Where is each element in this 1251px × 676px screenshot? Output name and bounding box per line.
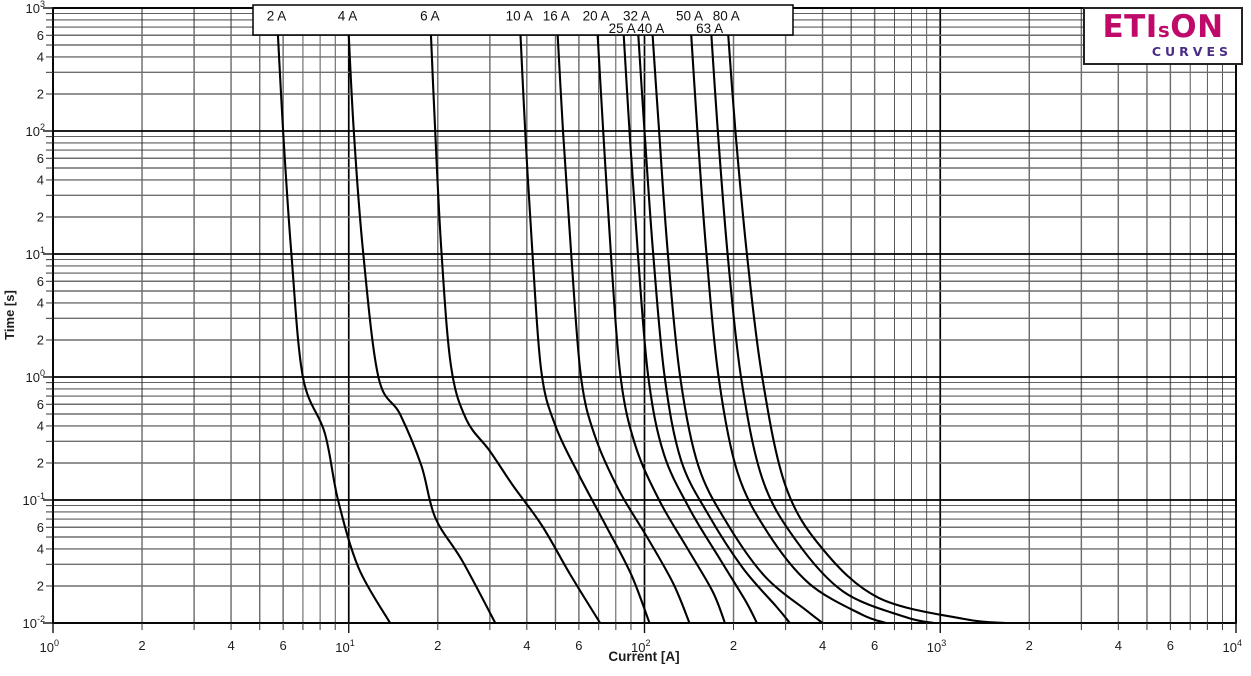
y-axis-tick-label: 6 <box>37 397 44 412</box>
y-axis-tick-label: 102 <box>26 122 45 139</box>
curve-40A <box>649 8 824 623</box>
x-axis-tick-label: 102 <box>631 638 650 655</box>
curve-10A <box>518 8 651 623</box>
x-axis-tick-label: 103 <box>927 638 946 655</box>
x-axis-tick-label: 4 <box>227 638 234 653</box>
curve-label-20A: 20 A <box>583 9 610 24</box>
y-axis-tick-label: 10-2 <box>23 614 45 631</box>
curve-label-16A: 16 A <box>543 9 570 24</box>
y-axis-tick-label: 2 <box>37 86 44 101</box>
curve-6A <box>428 8 602 623</box>
axis-ticks <box>43 7 1237 633</box>
y-axis-tick-label: 2 <box>37 455 44 470</box>
etison-logo: ETIsON CURVES <box>1083 7 1243 65</box>
x-axis-tick-label: 6 <box>1167 638 1174 653</box>
x-axis-tick-label: 6 <box>871 638 878 653</box>
y-axis-tick-label: 6 <box>37 520 44 535</box>
x-axis-tick-label: 2 <box>138 638 145 653</box>
curve-label-50A: 50 A <box>676 9 703 24</box>
y-axis-tick-label: 4 <box>37 172 44 187</box>
x-axis-title: Current [A] <box>608 649 680 664</box>
curve-label-32A: 32 A <box>623 9 650 24</box>
curve-label-4A: 4 A <box>338 9 358 24</box>
y-axis-title: Time [s] <box>2 290 17 340</box>
y-axis-tick-label: 6 <box>37 274 44 289</box>
curve-63A <box>708 8 935 623</box>
y-axis-tick-label: 4 <box>37 418 44 433</box>
axis-tick-labels: 100 2 4 6 101 2 4 6 102 2 4 6 103 2 4 6 104 103 2 4 6 102 2 4 6 1… <box>23 0 1242 655</box>
y-axis-tick-label: 6 <box>37 28 44 43</box>
curve-label-25A: 25 A <box>609 21 636 36</box>
y-axis-tick-label: 4 <box>37 295 44 310</box>
y-axis-tick-label: 101 <box>26 245 45 262</box>
curves-layer <box>275 8 1007 623</box>
curve-label-80A: 80 A <box>713 9 740 24</box>
y-axis-tick-label: 4 <box>37 49 44 64</box>
x-axis-tick-label: 4 <box>523 638 530 653</box>
y-axis-tick-label: 103 <box>26 0 45 16</box>
x-axis-tick-label: 2 <box>434 638 441 653</box>
x-axis-tick-label: 104 <box>1223 638 1242 655</box>
curve-label-6A: 6 A <box>420 9 440 24</box>
curve-label-2A: 2 A <box>267 9 287 24</box>
curve-label-63A: 63 A <box>696 21 723 36</box>
etison-logo-brand: ETIsON <box>1102 8 1224 45</box>
y-axis-tick-label: 4 <box>37 541 44 556</box>
curve-label-40A: 40 A <box>637 21 664 36</box>
y-axis-tick-label: 2 <box>37 578 44 593</box>
x-axis-tick-label: 2 <box>1026 638 1033 653</box>
y-axis-tick-label: 2 <box>37 209 44 224</box>
x-axis-tick-label: 101 <box>335 638 354 655</box>
curve-25A <box>621 8 758 623</box>
curve-80A <box>725 8 1007 623</box>
y-axis-tick-label: 10-1 <box>23 491 45 508</box>
curve-label-10A: 10 A <box>506 9 533 24</box>
curve-20A <box>595 8 726 623</box>
curve-labels: 2 A 4 A 6 A 10 A 16 A 20 A25 A32 A40 A 50 A63 … <box>267 9 740 37</box>
x-axis-tick-label: 6 <box>280 638 287 653</box>
y-axis-tick-label: 6 <box>37 151 44 166</box>
x-axis-tick-label: 100 <box>40 638 59 655</box>
y-axis-tick-label: 2 <box>37 332 44 347</box>
x-axis-tick-label: 4 <box>819 638 826 653</box>
etison-logo-subtitle: CURVES <box>1151 43 1232 59</box>
grid-layer <box>52 7 1237 624</box>
x-axis-tick-label: 6 <box>575 638 582 653</box>
x-axis-tick-label: 4 <box>1115 638 1122 653</box>
curve-50A <box>688 8 887 623</box>
curve-32A <box>635 8 791 623</box>
curve-4A <box>346 8 497 623</box>
y-axis-tick-label: 100 <box>26 368 45 385</box>
curve-label-box <box>252 4 794 36</box>
x-axis-tick-label: 2 <box>730 638 737 653</box>
curve-16A <box>555 8 691 623</box>
curve-2A <box>275 8 392 623</box>
